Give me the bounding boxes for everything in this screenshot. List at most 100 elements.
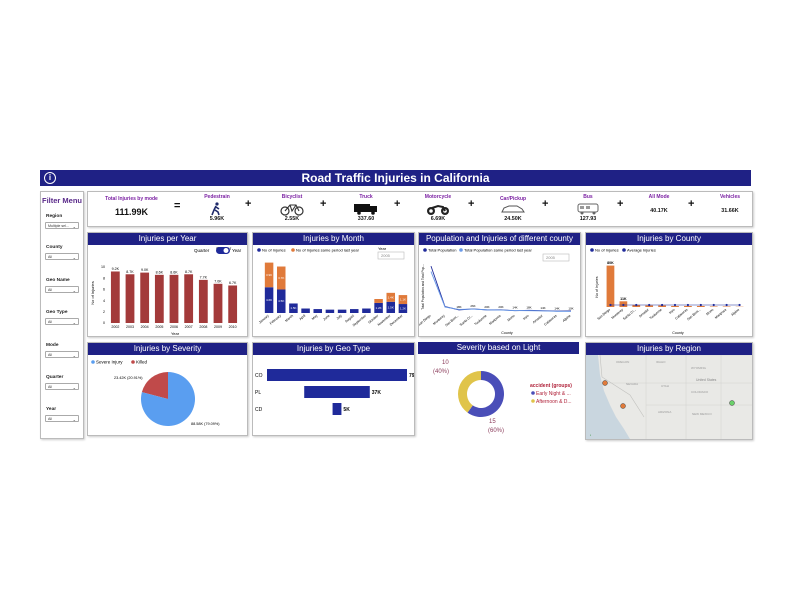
panel-severity-light: Severity based on Light 10 (40%) 15 (60%… [418,342,579,434]
year-bar[interactable] [213,283,223,323]
year-bar[interactable] [125,274,135,323]
population-year-slicer[interactable] [542,253,570,262]
county-tick-label: Santa Cr... [622,308,637,321]
geotype-bar[interactable] [332,403,342,415]
month-tick-label: January [258,314,270,325]
kpi-label-car: Car/Pickup [499,196,527,202]
month-bar-injuries[interactable] [301,308,310,313]
region-marker[interactable] [729,400,735,406]
filter-label-geo-name: Geo Name [46,278,70,283]
year-bar[interactable] [154,274,164,323]
kpi-label-bus: Bus [583,194,593,200]
kpi-label-truck: Truck [359,194,373,200]
map-label-arizona: ARIZONA [658,410,671,414]
filter-select-year[interactable]: All ⌄ [45,415,79,422]
county-bar[interactable] [696,305,705,307]
population-point-label: 26K [470,304,475,308]
month-bar-injuries[interactable] [325,309,335,313]
month-bar-injuries[interactable] [264,287,274,313]
year-y-axis-label: No of Injuries [90,281,95,305]
population-year-slicer-value: 2005 [546,255,556,260]
filter-select-mode[interactable]: All ⌄ [45,351,79,358]
year-bar[interactable] [140,272,150,323]
legend-population: Total Population [428,248,456,253]
year-bar[interactable] [110,271,120,323]
month-bar-injuries[interactable] [289,303,298,313]
population-tick-label: Santa Cr... [459,314,474,327]
year-bar[interactable] [198,279,208,323]
county-bar[interactable] [658,305,666,307]
toggle-knob[interactable] [223,248,229,253]
month-bar-injuries[interactable] [398,304,408,313]
month-bar-last-year[interactable] [264,262,274,288]
month-bar-injuries[interactable] [374,302,383,313]
region-marker[interactable] [602,380,608,386]
geotype-bar[interactable] [304,386,370,398]
county-bar[interactable] [722,306,731,307]
month-bar-injuries[interactable] [337,309,347,313]
month-bar-injuries[interactable] [276,289,286,313]
severity-slice[interactable] [141,372,195,426]
filter-select-county[interactable]: All ⌄ [45,253,79,260]
legend-last-year: No of Injuries same period last year [296,248,360,253]
month-bar-last-year[interactable] [386,292,396,302]
filter-select-region[interactable]: Multiple sel... ⌄ [45,222,79,229]
label-early-night-percent: (60%) [488,428,504,434]
filter-select-quarter[interactable]: All ⌄ [45,383,79,390]
county-bar[interactable] [671,305,679,307]
light-donut-slice[interactable] [467,371,504,417]
month-bar-last-year[interactable] [276,266,286,290]
population-tick-label: Tuolumne [474,314,488,327]
region-map[interactable]: OREGON IDAHO WYOMING NEVADA UTAH COLORAD… [586,355,752,439]
month-bar-injuries[interactable] [386,301,396,313]
legend-injuries: No of Injuries [262,248,286,253]
month-bar-label: 1.2K [375,306,381,310]
month-bar-injuries[interactable] [313,309,323,313]
population-tick-label: Calaveras [543,314,557,327]
region-marker[interactable] [620,403,626,409]
legend-swatch-injuries [257,248,261,252]
filter-select-geo-type[interactable]: All ⌄ [45,318,79,325]
year-bar[interactable] [228,285,238,323]
geotype-bar[interactable] [267,369,407,381]
county-bar[interactable] [709,306,718,307]
kpi-value-all-mode: 40.17K [650,208,668,214]
panel-title: Injuries by Month [253,233,414,245]
county-bar[interactable] [606,265,615,307]
month-year-slicer[interactable] [377,251,405,260]
month-tick-label: October [367,313,379,324]
kpi-label-bicyclist: Bicyclist [281,194,303,200]
panel-title: Injuries by Geo Type [253,343,414,355]
label-early-night-count: 15 [489,419,496,425]
filter-select-geo-name[interactable]: All ⌄ [45,286,79,293]
population-line[interactable] [430,271,572,312]
county-bar[interactable] [645,305,654,307]
light-chart: 10 (40%) 15 (60%) accident (groups) Earl… [433,360,572,434]
population-tick-label: Mariposa [488,314,501,326]
month-tick-label: July [336,314,343,321]
info-icon[interactable]: i [44,172,56,184]
severity-slice[interactable] [141,372,168,399]
legend-swatch-county-injuries [590,248,594,252]
california-border [599,355,645,418]
filter-value-geo-name: All [48,288,52,292]
year-bar-label: 6.7K [229,281,237,285]
filter-menu: Filter Menu Region Multiple sel... ⌄ Coun… [40,191,84,439]
population-chart: Total Population Total Population same p… [419,248,574,336]
month-bar-last-year[interactable] [374,299,383,303]
light-donut-slice[interactable] [458,371,481,413]
year-bar[interactable] [184,274,194,323]
month-bar-label: 1.4K [388,295,394,299]
month-bar-injuries[interactable] [349,309,359,313]
month-bar-injuries[interactable] [362,308,371,313]
county-bar[interactable] [684,305,692,307]
panel-title: Injuries by County [586,233,752,245]
month-bar-last-year[interactable] [398,295,408,305]
year-bar[interactable] [169,274,179,323]
plus-sign: + [617,198,624,210]
month-bar-label: 1.1K [400,298,406,302]
year-tick-label: 2006 [170,325,178,329]
panel-title: Severity based on Light [418,342,579,354]
kpi-label-motorcycle: Motorcycle [424,194,452,200]
map-label-nevada: NEVADA [626,382,638,386]
